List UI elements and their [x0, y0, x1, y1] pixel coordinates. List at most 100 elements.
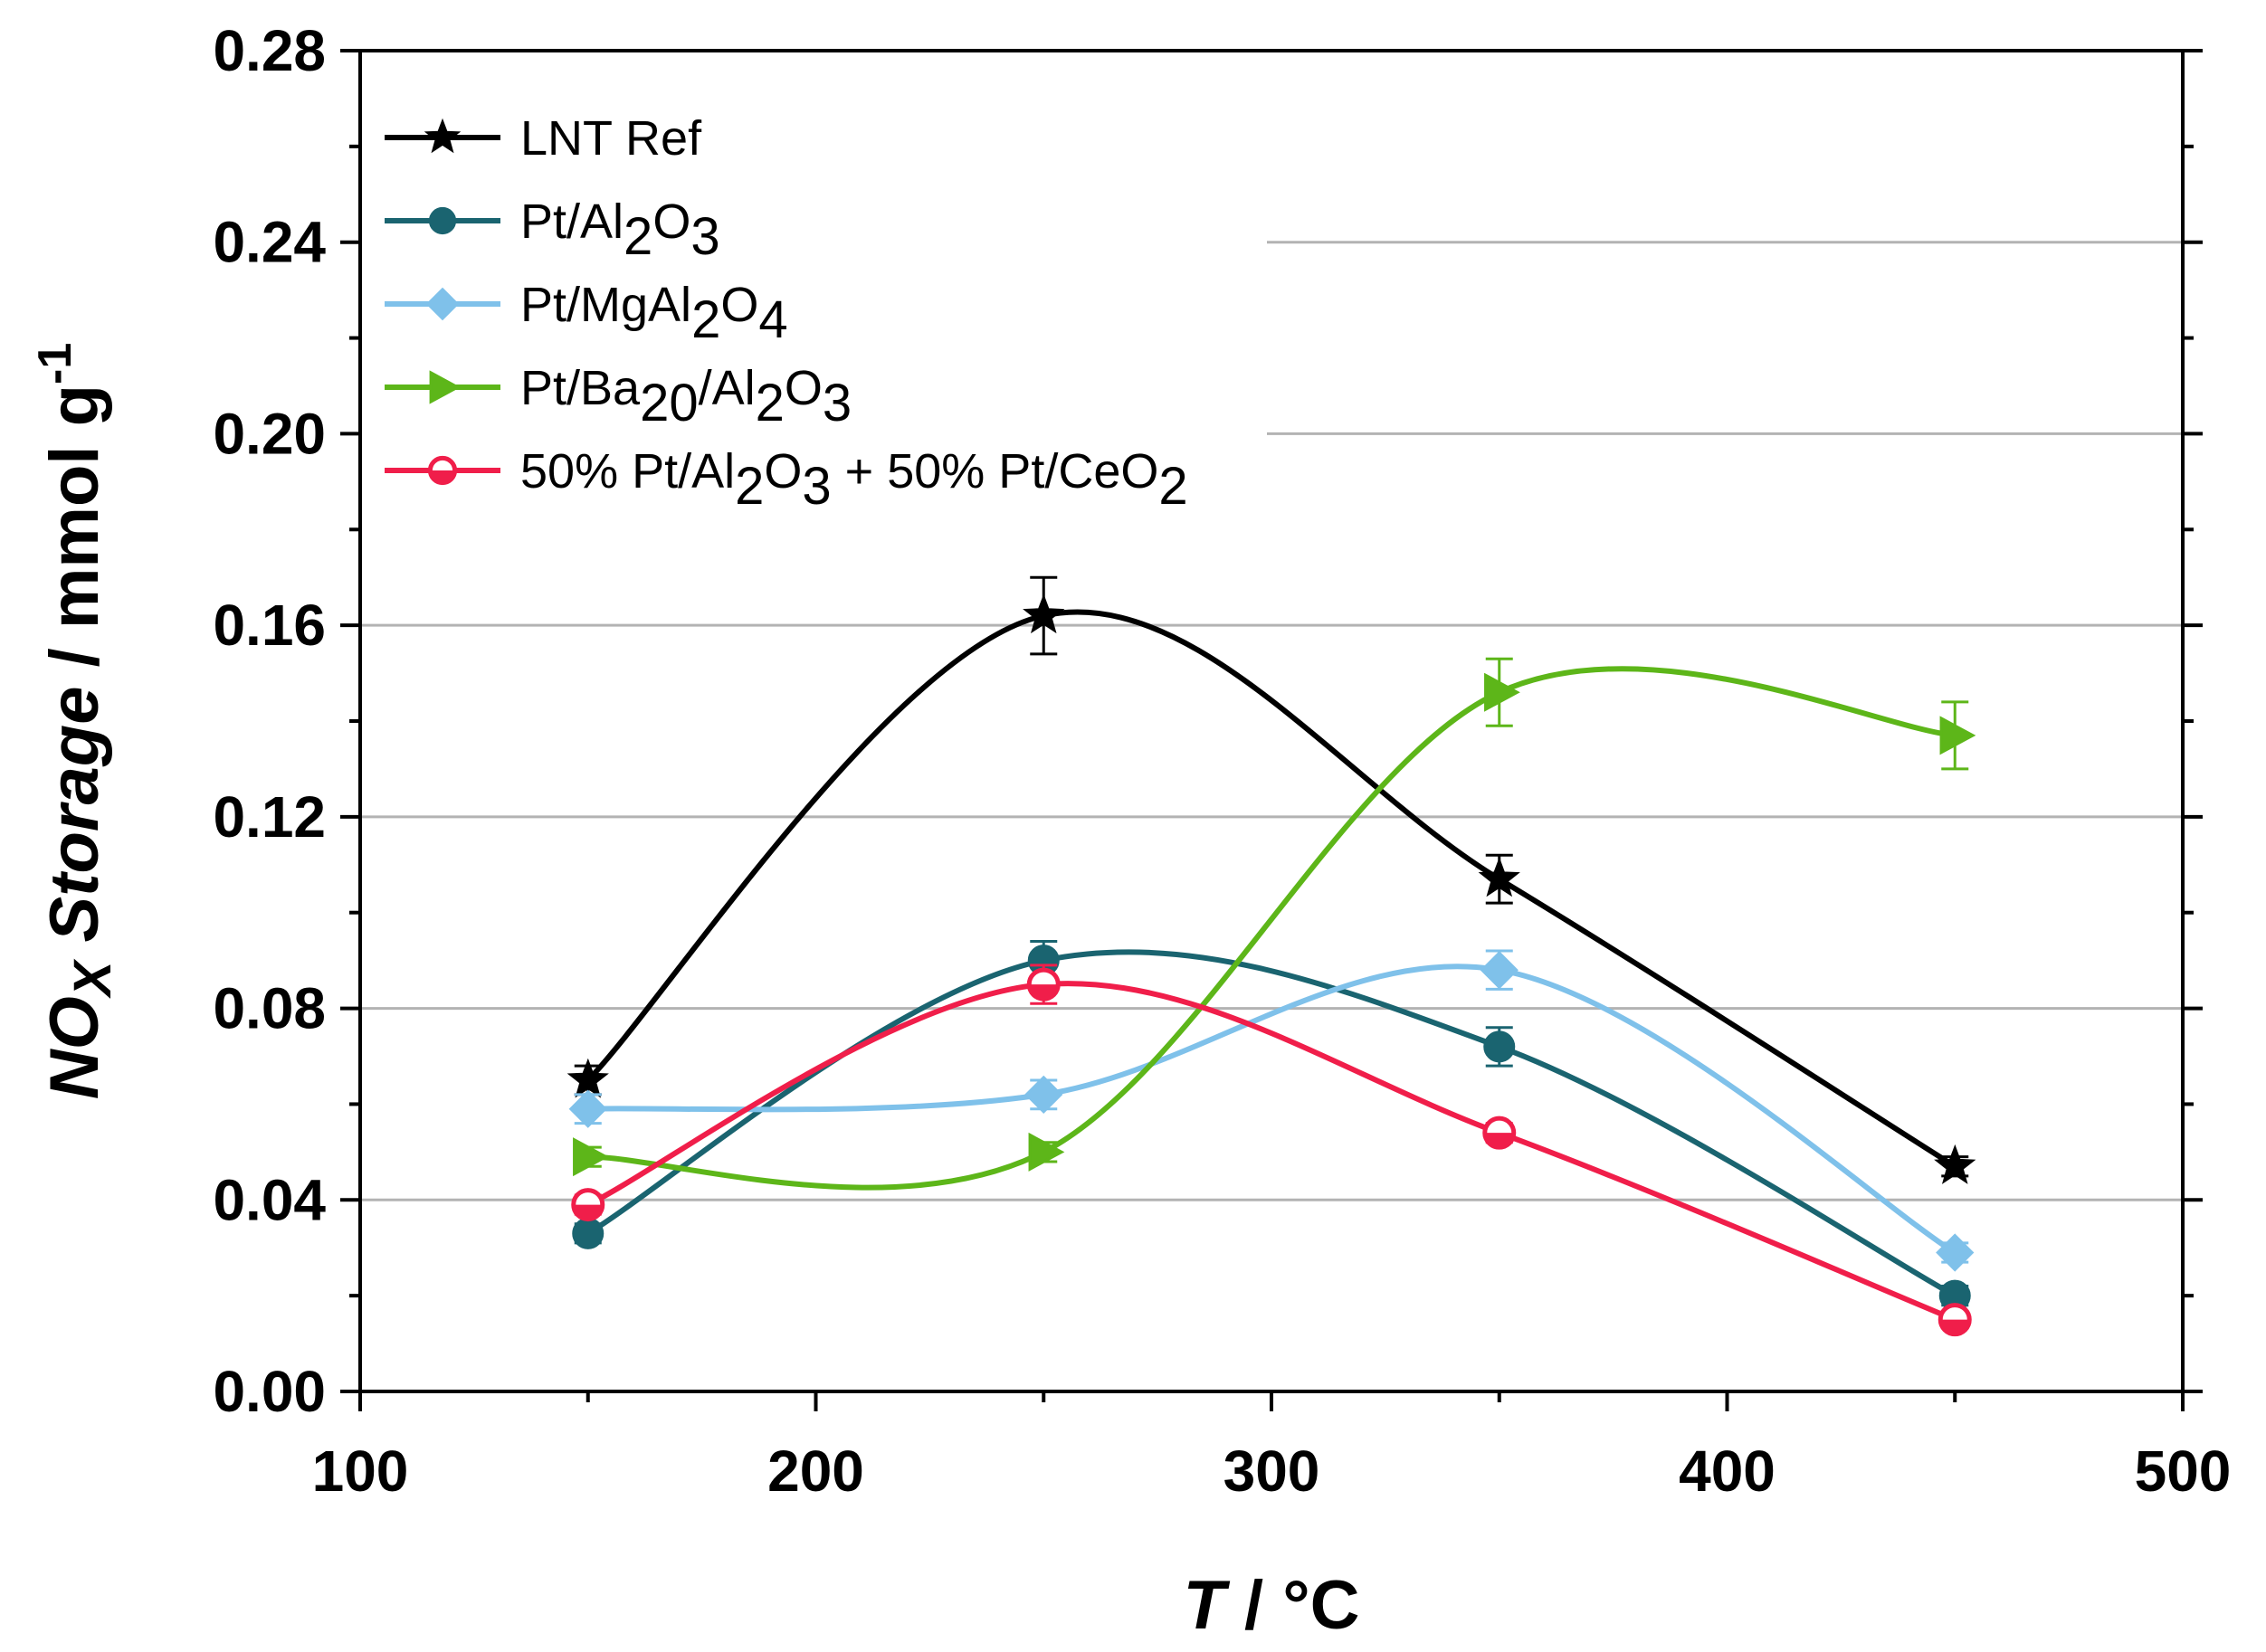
legend-subscript: 2	[624, 207, 652, 266]
y-tick-label: 0.04	[213, 1167, 326, 1232]
series-line-1	[586, 949, 1957, 1298]
legend-text-part: Pt/MgAl	[520, 278, 691, 332]
legend-subscript: 2	[735, 457, 764, 516]
axes: 0.00 0.04 0.08 0.12 0.16 0.20 0.24 0.28 100 200 30…	[213, 18, 2231, 1504]
legend-label: Pt/Ba20/Al2O3	[520, 361, 852, 432]
data-point	[1482, 1116, 1517, 1150]
point-marker	[1482, 1116, 1517, 1150]
data-point	[1483, 1026, 1516, 1068]
point-marker	[1024, 1075, 1063, 1114]
data-point	[1028, 1132, 1065, 1172]
point-marker-fill	[1484, 1133, 1514, 1148]
legend-entry-3: Pt/Ba20/Al2O3	[385, 361, 852, 432]
y-axis-title: NOX Storage / mmol g-1	[29, 343, 122, 1100]
point-marker	[1939, 716, 1976, 755]
data-point	[1026, 964, 1061, 1005]
y-tick-label: 0.20	[213, 401, 326, 466]
data-point	[571, 1188, 605, 1222]
data-point	[1480, 949, 1519, 991]
legend-entry-0: LNT Ref	[385, 111, 702, 166]
point-marker	[566, 1058, 609, 1098]
legend-label: Pt/Al2O3	[520, 195, 720, 266]
data-point	[1936, 1233, 1975, 1272]
data-point	[1939, 700, 1976, 771]
legend-marker	[428, 206, 457, 235]
legend-subscript: 2	[756, 374, 785, 432]
y-axis-title-superscript: -1	[29, 343, 81, 385]
series-markers	[566, 575, 1976, 1337]
y-tick-label: 0.12	[213, 784, 326, 850]
legend-subscript: 3	[802, 457, 831, 516]
legend-marker	[429, 370, 462, 404]
legend-label: 50% Pt/Al2O3 + 50% Pt/CeO2	[520, 444, 1188, 516]
legend-subscript: 4	[758, 290, 787, 349]
legend: LNT RefPt/Al2O3Pt/MgAl2O4Pt/Ba20/Al2O350…	[385, 111, 1188, 516]
legend-entry-4: 50% Pt/Al2O3 + 50% Pt/CeO2	[385, 444, 1188, 516]
legend-label: Pt/MgAl2O4	[520, 278, 788, 349]
y-axis-title-unit: / mmol g	[36, 385, 113, 687]
legend-text-part: O	[652, 195, 690, 249]
data-point	[1023, 575, 1065, 656]
point-marker	[572, 1217, 605, 1249]
series-line-3	[587, 666, 1956, 1191]
point-marker-fill	[573, 1204, 603, 1220]
y-tick-label: 0.16	[213, 593, 326, 658]
legend-text-part: O	[720, 278, 758, 332]
point-marker	[1483, 1030, 1516, 1063]
point-marker	[568, 1089, 607, 1128]
point-marker	[1023, 593, 1065, 634]
x-tick-label: 100	[312, 1438, 409, 1504]
y-tick-label: 0.00	[213, 1359, 326, 1424]
data-point	[568, 1089, 607, 1128]
point-marker	[573, 1137, 609, 1177]
data-point	[573, 1137, 609, 1177]
legend-subscript: 20	[640, 374, 699, 432]
point-marker	[1478, 857, 1520, 897]
x-axis-title: T / °C	[1183, 1567, 1359, 1644]
legend-text-part: Pt/Al	[520, 195, 624, 249]
legend-text-part: Pt/Ba	[520, 361, 641, 415]
point-marker	[1936, 1233, 1975, 1272]
legend-subscript: 2	[1158, 457, 1187, 516]
series-curves	[586, 609, 1957, 1323]
series-line-2	[587, 964, 1957, 1256]
legend-label: LNT Ref	[520, 111, 702, 166]
legend-text-part: + 50% Pt/CeO	[832, 444, 1159, 498]
legend-entry-1: Pt/Al2O3	[385, 195, 720, 266]
x-tick-label: 300	[1223, 1438, 1320, 1504]
x-axis-title-symbol: T	[1183, 1567, 1230, 1644]
point-marker	[1026, 967, 1061, 1002]
data-point	[1478, 853, 1520, 905]
data-point	[572, 1217, 605, 1249]
point-marker	[1480, 951, 1519, 990]
series-line-4	[586, 981, 1957, 1323]
x-tick-label: 500	[2135, 1438, 2232, 1504]
legend-marker	[424, 118, 462, 154]
x-axis-title-unit: / °C	[1225, 1567, 1360, 1644]
data-point	[1024, 1075, 1063, 1114]
legend-text-part: 50% Pt/Al	[520, 444, 735, 498]
point-marker-fill	[1940, 1319, 1970, 1334]
x-tick-label: 200	[767, 1438, 864, 1504]
legend-entry-2: Pt/MgAl2O4	[385, 278, 788, 349]
legend-marker	[425, 287, 460, 321]
legend-text-part: O	[785, 361, 823, 415]
data-point	[1484, 657, 1520, 727]
legend-marker	[427, 455, 458, 486]
legend-marker-fill	[430, 470, 455, 483]
point-marker-fill	[1029, 984, 1059, 1000]
legend-text-part: O	[764, 444, 802, 498]
point-marker	[1934, 1144, 1976, 1184]
point-marker	[1938, 1303, 1972, 1337]
legend-text-part: /Al	[699, 361, 756, 415]
point-marker	[1484, 672, 1520, 712]
y-axis-title-quantity: Storage	[36, 687, 113, 962]
legend-subscript: 3	[690, 207, 719, 266]
point-marker	[571, 1188, 605, 1222]
legend-subscript: 2	[691, 290, 720, 349]
y-axis-title-subscript: X	[63, 958, 122, 999]
legend-text-part: LNT Ref	[520, 111, 702, 166]
y-tick-label: 0.24	[213, 210, 326, 275]
legend-subscript: 3	[823, 374, 852, 432]
